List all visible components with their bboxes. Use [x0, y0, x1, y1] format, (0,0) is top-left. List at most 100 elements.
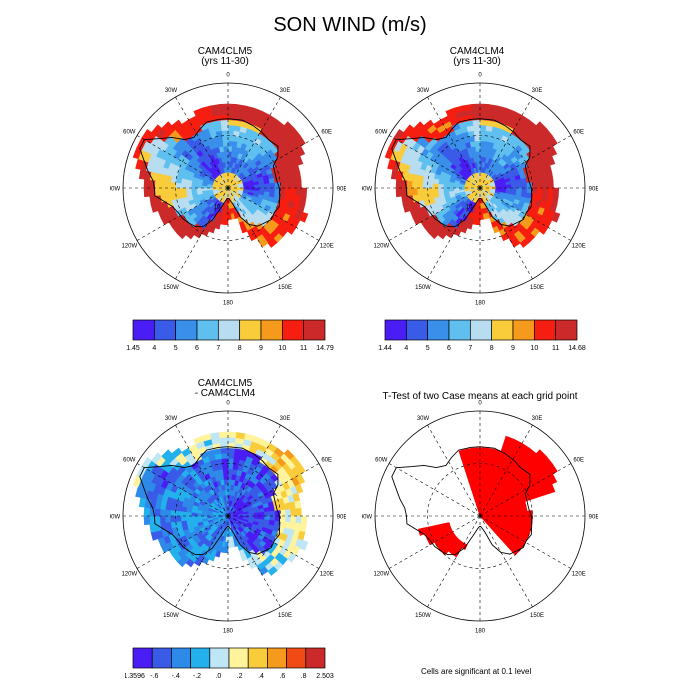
grid-cell — [264, 183, 271, 189]
longitude-label: 30E — [280, 416, 291, 422]
grid-cell — [474, 468, 481, 475]
colorbar-label: 6 — [447, 345, 451, 352]
grid-cell — [401, 195, 409, 205]
grid-cell — [479, 203, 483, 210]
grid-cell — [227, 436, 237, 444]
grid-cell — [287, 552, 297, 563]
longitude-label: 60W — [123, 458, 136, 464]
longitude-label: 120W — [121, 572, 137, 578]
grid-cell — [227, 531, 231, 538]
grid-cell — [542, 180, 549, 189]
significance-note: Cells are significant at 0.1 level — [421, 667, 532, 676]
grid-cell — [285, 509, 292, 517]
colorbar-swatch — [533, 319, 557, 341]
grid-cell — [295, 145, 306, 157]
grid-cell — [240, 225, 248, 234]
longitude-label: 90W — [110, 515, 121, 521]
latitude-circle — [427, 463, 533, 569]
grid-cell — [472, 447, 481, 454]
map-panel-cam4clm5: 0 30E 60E 90E 120E 150E 180 150W 120W 90W 60W 30W 10 — [110, 73, 346, 307]
grid-cell — [442, 187, 449, 193]
grid-cell — [269, 510, 276, 517]
longitude-label: 180 — [475, 629, 486, 635]
grid-cell — [159, 508, 166, 517]
colorbar-swatch — [469, 319, 493, 341]
grid-cell — [164, 181, 171, 189]
grid-cell — [295, 463, 306, 475]
grid-cell — [547, 463, 558, 475]
grid-cell — [516, 511, 523, 517]
grid-cell — [161, 121, 173, 133]
grid-cell — [164, 187, 171, 195]
longitude-label: 60E — [321, 458, 332, 464]
grid-cell — [390, 169, 399, 180]
grid-cell — [196, 515, 203, 520]
grid-cell — [474, 463, 481, 470]
grid-cell — [164, 515, 171, 523]
map-panel-ttest: 0 30E 60E 90E 120E 150E 180 150W 120W 90W 60W 30W — [362, 401, 598, 635]
grid-cell — [221, 124, 229, 131]
colorbar-swatch — [286, 647, 307, 669]
colorbar-swatch — [171, 647, 191, 669]
grid-cell — [470, 103, 481, 110]
grid-cell — [546, 172, 554, 182]
grid-cell — [427, 182, 434, 189]
colorbar-label: 5 — [174, 345, 178, 352]
grid-cell — [453, 187, 460, 192]
coastline — [139, 118, 281, 228]
longitude-label: 30W — [417, 88, 430, 94]
grid-cell — [511, 183, 518, 189]
grid-cell — [227, 213, 232, 220]
colorbar-swatch — [190, 647, 211, 669]
grid-cell — [264, 511, 271, 517]
longitude-label: 90W — [362, 515, 373, 521]
colorbar-label: .8 — [301, 673, 307, 680]
grid-cell — [223, 150, 229, 157]
grid-cell — [169, 509, 177, 517]
grid-cell — [290, 508, 297, 517]
grid-cell — [222, 468, 229, 475]
grid-cell — [299, 211, 309, 223]
colorbar-swatch — [175, 319, 198, 341]
grid-cell — [547, 135, 558, 147]
grid-cell — [421, 181, 429, 189]
grid-cell — [539, 224, 549, 235]
colorbar-label: -1.3596 — [125, 673, 145, 680]
grid-cell — [473, 124, 481, 131]
grid-cell — [138, 497, 147, 508]
grid-cell — [285, 181, 292, 189]
grid-cell — [476, 484, 481, 491]
grid-cell — [411, 180, 418, 189]
longitude-label: 60E — [321, 130, 332, 136]
colorbar-swatch — [512, 319, 535, 341]
grid-cell — [406, 179, 413, 189]
longitude-label: 150E — [278, 285, 292, 291]
longitude-label: 60E — [573, 458, 584, 464]
map-boundary — [374, 82, 586, 294]
grid-cell — [206, 515, 213, 519]
colorbar-label: 8 — [238, 345, 242, 352]
grid-cell — [218, 431, 229, 438]
grid-cell — [432, 187, 439, 194]
grid-cell — [495, 513, 502, 517]
panel2-title-line2: (yrs 11-30) — [453, 56, 501, 67]
panel1-title: CAM4CLM5 (yrs 11-30) — [115, 47, 335, 67]
colorbar-swatch — [405, 319, 429, 341]
grid-cell — [472, 119, 481, 126]
coastline — [391, 118, 533, 228]
longitude-label: 0 — [478, 401, 482, 407]
grid-cell — [259, 511, 266, 517]
grid-cell — [224, 161, 229, 168]
contour-label: 10 — [214, 204, 221, 210]
longitude-label: 0 — [478, 73, 482, 79]
colorbar-swatch — [281, 319, 305, 341]
grid-cell — [148, 515, 156, 525]
grid-cell — [219, 108, 229, 116]
grid-cell — [169, 515, 177, 523]
panel4-title: T-Test of two Case means at each grid po… — [382, 391, 578, 402]
data-cells — [132, 431, 309, 576]
grid-cell — [475, 150, 481, 157]
panel3-title-line1: CAM4CLM5 — [197, 378, 253, 389]
grid-cell — [190, 187, 197, 193]
grid-cell — [227, 135, 234, 142]
